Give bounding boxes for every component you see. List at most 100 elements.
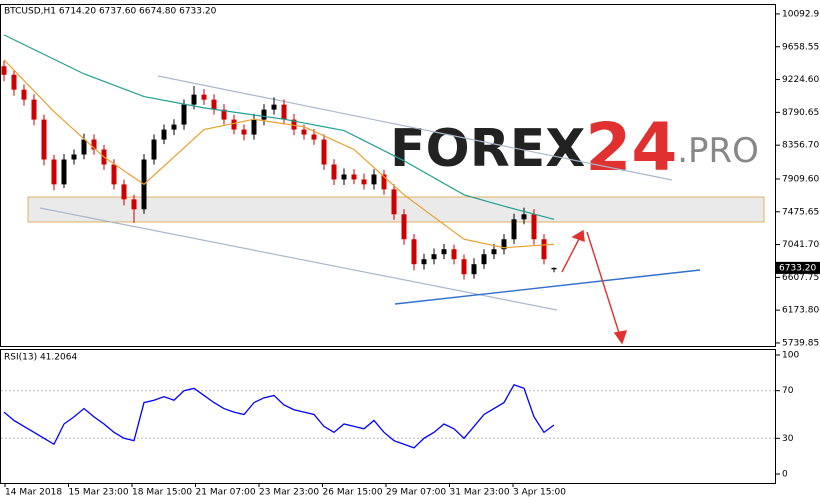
candle-body (291, 119, 297, 130)
main-panel (0, 4, 776, 347)
candle-body (121, 184, 127, 200)
y-tick-label: 8790.65 (782, 108, 819, 118)
time-label: 15 Mar 23:00 (69, 488, 129, 498)
time-label: 23 Mar 23:00 (259, 488, 319, 498)
rsi-tick-label: 70 (782, 386, 794, 396)
arrow-down (586, 231, 621, 337)
candle-body (351, 174, 357, 180)
candle-body (11, 74, 17, 90)
support-line (394, 269, 701, 305)
y-tick-label: 7041.70 (782, 240, 819, 250)
candle-body (391, 189, 397, 215)
watermark-number: 24 (585, 109, 677, 186)
candle-body (81, 139, 87, 155)
candle-body (311, 134, 317, 140)
candle-body (341, 174, 347, 180)
y-tick-label: 5739.85 (782, 338, 819, 348)
y-tick-label: 6607.75 (782, 273, 819, 283)
candle-body (191, 94, 197, 105)
time-label: 26 Mar 15:00 (323, 488, 383, 498)
rsi-line (3, 383, 555, 449)
candle-body (211, 99, 217, 110)
price-tag-label: 6733.20 (779, 263, 816, 273)
candle-body (41, 119, 47, 160)
y-tick-label: 8356.70 (782, 141, 819, 151)
candle-body (281, 104, 287, 120)
candle-body (91, 139, 97, 150)
candle-body (461, 259, 467, 275)
time-label: 31 Mar 23:00 (450, 488, 510, 498)
arrow-up-head (571, 229, 585, 243)
candle-body (431, 254, 437, 260)
candle-body (161, 129, 167, 140)
candle-body (21, 89, 27, 100)
watermark: FOREX24.PRO (390, 109, 759, 186)
channel-lower (39, 207, 558, 311)
rsi-tick-label: 100 (782, 351, 799, 361)
y-tick-label: 7909.60 (782, 174, 819, 184)
rsi-panel (0, 349, 776, 484)
candle-body (181, 104, 187, 125)
candle-body (531, 214, 537, 240)
candle-body (401, 214, 407, 240)
moving-average (3, 59, 555, 249)
candle-body (111, 164, 117, 185)
candle-body (551, 267, 557, 270)
candle-body (241, 129, 247, 135)
y-tick-label: 7475.65 (782, 207, 819, 217)
candle-body (371, 174, 377, 185)
candle-body (321, 139, 327, 165)
candle-body (501, 239, 507, 250)
candle-body (61, 159, 67, 185)
candle-body (151, 139, 157, 160)
arrow-down-head (613, 330, 628, 345)
y-tick-label: 9224.60 (782, 75, 819, 85)
candle-body (451, 249, 457, 260)
candle-body (381, 174, 387, 190)
candle-body (471, 264, 477, 275)
candle-body (521, 214, 527, 220)
price-tag (776, 261, 820, 274)
candle-body (1, 66, 7, 75)
candle-body (511, 219, 517, 240)
candle-body (51, 159, 57, 185)
forecast-arrows (561, 229, 628, 345)
candle-body (171, 124, 177, 130)
time-label: 14 Mar 2018 (5, 488, 62, 498)
candle-body (491, 249, 497, 255)
candle-body (221, 109, 227, 120)
time-label: 3 Apr 15:00 (513, 488, 566, 498)
time-label: 21 Mar 07:00 (196, 488, 256, 498)
candle-body (301, 129, 307, 135)
rsi-tick-label: 30 (782, 434, 794, 444)
candle-body (201, 94, 207, 100)
y-tick-label: 6173.80 (782, 306, 819, 316)
channel-upper (157, 75, 673, 181)
chart-title: BTCUSD,H1 6714.20 6737.60 6674.80 6733.2… (4, 7, 217, 17)
candle-body (231, 119, 237, 130)
candle-body (361, 179, 367, 185)
watermark-suffix: .PRO (677, 131, 759, 171)
y-tick-label: 10092.95 (782, 9, 820, 19)
time-label: 29 Mar 07:00 (386, 488, 446, 498)
y-tick-label: 9658.55 (782, 42, 819, 52)
candle-body (271, 104, 277, 110)
candle-body (261, 109, 267, 120)
candle-body (481, 254, 487, 265)
candle-body (421, 259, 427, 265)
candle-body (31, 99, 37, 120)
time-label: 18 Mar 15:00 (132, 488, 192, 498)
rsi-title: RSI(13) 41.2064 (4, 353, 77, 363)
candle-body (251, 119, 257, 135)
candle-body (131, 199, 137, 210)
candle-body (541, 239, 547, 260)
candle-body (331, 164, 337, 180)
candle-body (441, 249, 447, 255)
arrow-up (561, 236, 581, 273)
rsi-tick-label: 0 (782, 470, 788, 480)
candle-body (411, 239, 417, 265)
candle-body (71, 154, 77, 160)
moving-average (3, 34, 555, 220)
